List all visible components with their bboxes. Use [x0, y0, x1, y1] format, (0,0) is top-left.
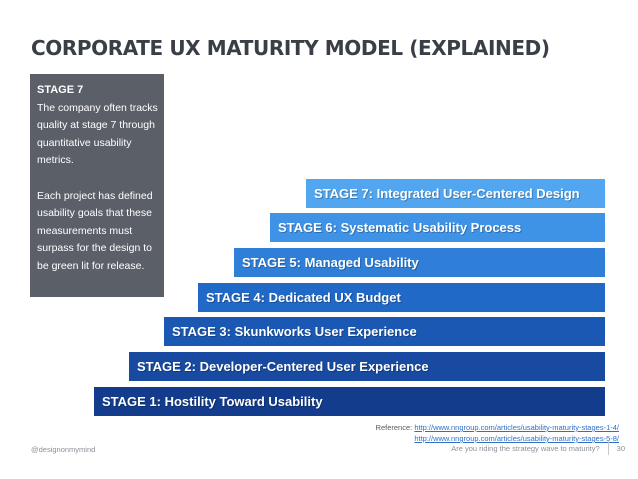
callout-paragraph-1: The company often tracks quality at stag… — [37, 101, 158, 167]
stage-7-bar: STAGE 7: Integrated User-Centered Design — [306, 179, 605, 208]
stage-5-bar: STAGE 5: Managed Usability — [234, 248, 605, 277]
page-number: 30 — [616, 443, 625, 453]
stage-7-callout: STAGE 7 The company often tracks quality… — [30, 74, 164, 297]
stage-4-bar: STAGE 4: Dedicated UX Budget — [198, 283, 605, 312]
reference-link-1[interactable]: http://www.nngroup.com/articles/usabilit… — [414, 423, 619, 432]
stage-1-bar: STAGE 1: Hostility Toward Usability — [94, 387, 605, 416]
callout-heading: STAGE 7 — [37, 84, 84, 96]
stage-2-bar: STAGE 2: Developer-Centered User Experie… — [129, 352, 605, 381]
reference-label: Reference: — [375, 423, 413, 432]
footer-divider — [607, 441, 609, 455]
callout-paragraph-2: Each project has defined usability goals… — [37, 189, 153, 272]
footer-handle: @designonmymind — [31, 445, 96, 454]
stage-6-bar: STAGE 6: Systematic Usability Process — [270, 213, 605, 242]
stage-3-bar: STAGE 3: Skunkworks User Experience — [164, 317, 605, 346]
reference-link-2[interactable]: http://www.nngroup.com/articles/usabilit… — [414, 434, 619, 443]
callout-spacer — [37, 170, 158, 188]
slide-title: CORPORATE UX MATURITY MODEL (EXPLAINED) — [31, 36, 550, 60]
footer-tagline: Are you riding the strategy wave to matu… — [451, 443, 600, 453]
footer-right: Are you riding the strategy wave to matu… — [451, 441, 625, 455]
reference-note: Reference: http://www.nngroup.com/articl… — [376, 422, 619, 444]
